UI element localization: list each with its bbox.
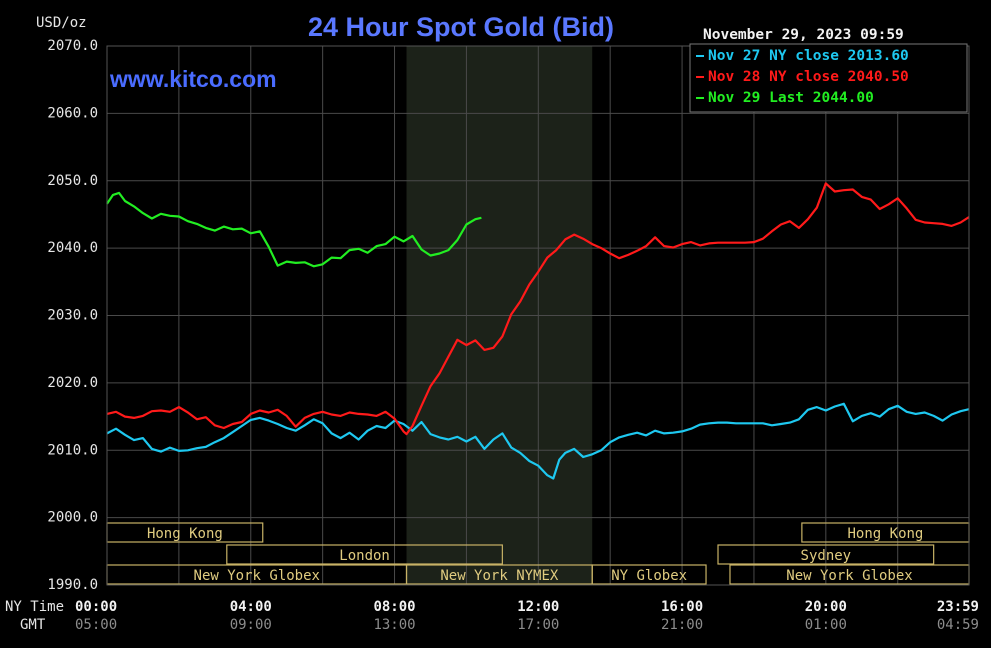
- y-tick-label: 2040.0: [47, 240, 98, 256]
- session-label: New York Globex: [786, 568, 912, 584]
- legend-entry: Nov 29 Last 2044.00: [708, 90, 874, 106]
- session-label: Sydney: [801, 548, 852, 564]
- y-tick-label: 2030.0: [47, 308, 98, 324]
- series-line-2: [106, 182, 970, 436]
- session-band: [226, 544, 503, 565]
- legend-entry: Nov 27 NY close 2013.60: [708, 48, 909, 64]
- y-tick-label: 1990.0: [47, 577, 98, 593]
- y-axis-unit-label: USD/oz: [36, 15, 87, 31]
- y-tick-label: 2060.0: [47, 105, 98, 121]
- series-line-3: [106, 191, 482, 268]
- x-tick-label-gmt: 09:00: [230, 617, 272, 633]
- x-tick-label-ny: 23:59: [937, 599, 979, 615]
- price-series: [106, 182, 970, 480]
- x-tick-label-gmt: 05:00: [75, 617, 117, 633]
- legend-box: [689, 43, 968, 113]
- y-tick-label: 2000.0: [47, 510, 98, 526]
- legend-entry: Nov 28 NY close 2040.50: [708, 69, 909, 85]
- session-label: NY Globex: [611, 568, 687, 584]
- session-band: [717, 544, 935, 565]
- session-band: [591, 564, 707, 585]
- series-line-1: [106, 402, 970, 480]
- x-row-label-gmt: GMT: [20, 617, 46, 633]
- session-label: Hong Kong: [147, 526, 223, 542]
- x-tick-label-ny: 20:00: [805, 599, 847, 615]
- y-axis-ticks: 2070.0 2060.0 2050.0 2040.0 2030.0 2020.0 2010…: [47, 38, 98, 593]
- x-tick-label-gmt: 13:00: [373, 617, 415, 633]
- session-label: New York NYMEX: [440, 568, 559, 584]
- market-session-bands: Hong Kong Hong Kong London Sydney New York G…: [106, 522, 970, 585]
- y-tick-label: 2050.0: [47, 173, 98, 189]
- chart-timestamp: November 29, 2023 09:59: [703, 27, 904, 43]
- y-tick-label: 2020.0: [47, 375, 98, 391]
- watermark-url: www.kitco.com: [109, 66, 277, 92]
- x-tick-label-ny: 12:00: [517, 599, 559, 615]
- x-tick-label-gmt: 01:00: [805, 617, 847, 633]
- plot-border: [106, 45, 970, 586]
- x-axis-ticks: 00:00 05:00 04:00 09:00 08:00 13:00 12:00 17:00…: [75, 599, 979, 633]
- y-tick-label: 2070.0: [47, 38, 98, 54]
- x-tick-label-gmt: 21:00: [661, 617, 703, 633]
- session-label: New York Globex: [194, 568, 320, 584]
- x-tick-label-ny: 08:00: [373, 599, 415, 615]
- x-tick-label-ny: 00:00: [75, 599, 117, 615]
- x-row-label-ny: NY Time: [5, 599, 64, 615]
- y-tick-label: 2010.0: [47, 442, 98, 458]
- legend: Nov 27 NY close 2013.60 Nov 28 NY close 2…: [689, 43, 968, 113]
- x-tick-label-gmt: 04:59: [937, 617, 979, 633]
- x-tick-label-ny: 04:00: [230, 599, 272, 615]
- grid: [106, 45, 970, 586]
- x-tick-label-gmt: 17:00: [517, 617, 559, 633]
- chart-title: 24 Hour Spot Gold (Bid): [308, 12, 614, 42]
- session-label: London: [339, 548, 390, 564]
- session-label: Hong Kong: [848, 526, 924, 542]
- x-tick-label-ny: 16:00: [661, 599, 703, 615]
